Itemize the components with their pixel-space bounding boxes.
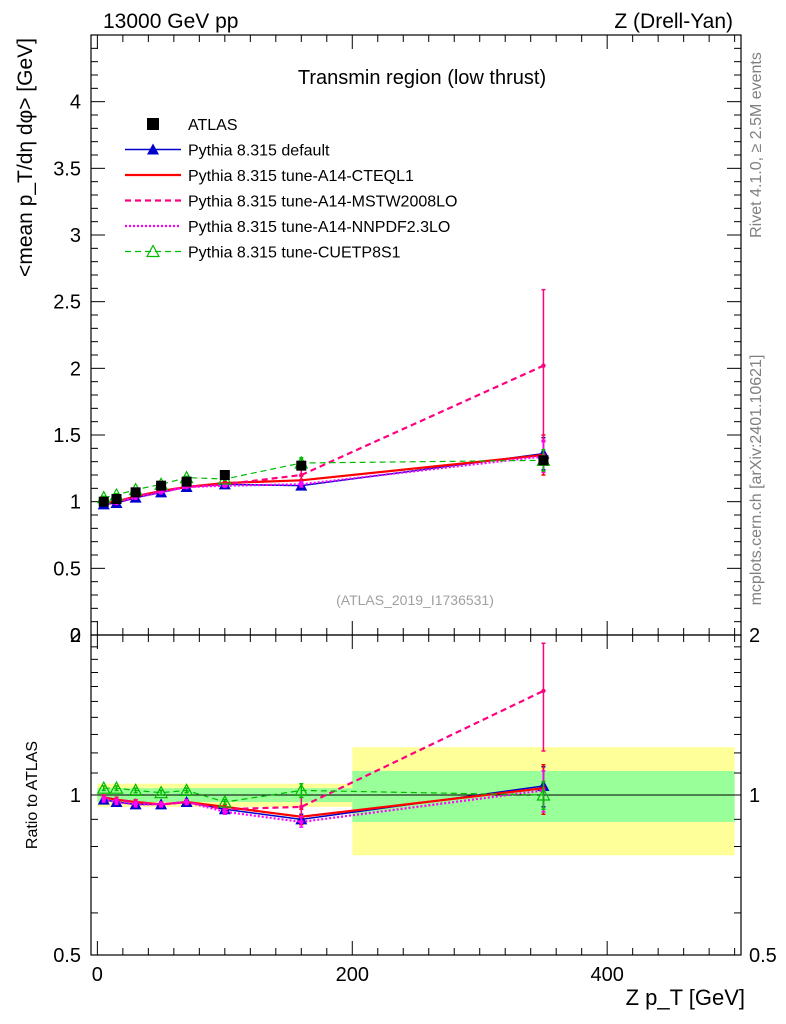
- ratio-y-tick-label-left: 0.5: [53, 945, 81, 967]
- ratio-point-mstw: [541, 688, 546, 694]
- main-point-atlas: [219, 470, 230, 480]
- legend-marker-default: [147, 143, 159, 155]
- legend-label-atlas: ATLAS: [188, 117, 238, 134]
- main-point-atlas: [538, 455, 549, 466]
- main-panel: 0 0.5 1 1.5 2 2.5 3 3.5 4: [53, 34, 742, 647]
- main-point-atlas: [98, 496, 109, 507]
- ratio-point-nnpdf: [114, 799, 119, 805]
- ratio-point-nnpdf: [101, 797, 106, 802]
- legend-marker-atlas: [147, 118, 159, 130]
- ratio-point-nnpdf: [133, 802, 138, 807]
- legend-label-cteql1: Pythia 8.315 tune-A14-CTEQL1: [188, 168, 414, 185]
- y-tick-label: 1: [70, 492, 81, 514]
- ratio-point-nnpdf: [222, 809, 228, 814]
- ratio-y-tick-label-left: 1: [70, 785, 81, 807]
- ratio-y-tick-label-right: 2: [749, 625, 760, 647]
- x-axis-label: Z p_T [GeV]: [626, 985, 745, 1010]
- ratio-point-cuetp8s1: [179, 783, 194, 797]
- legend-label-cuetp8s1: Pythia 8.315 tune-CUETP8S1: [188, 245, 401, 262]
- main-point-atlas: [156, 480, 167, 491]
- ratio-point-nnpdf: [299, 819, 304, 825]
- ratio-line-nnpdf: [103, 789, 544, 824]
- main-point-atlas: [130, 487, 141, 498]
- ratio-point-nnpdf: [158, 802, 164, 807]
- legend-label-nnpdf: Pythia 8.315 tune-A14-NNPDF2.3LO: [188, 219, 450, 236]
- rivet-label: Rivet 4.1.0, ≥ 2.5M events: [748, 52, 765, 238]
- ratio-point-cuetp8s1: [96, 780, 111, 794]
- y-tick-label: 0.5: [53, 558, 81, 580]
- ratio-point-cuetp8s1: [217, 794, 232, 808]
- y-tick-label: 2.5: [53, 292, 81, 314]
- main-point-nnpdf: [299, 482, 304, 487]
- main-title: Transmin region (low thrust): [298, 67, 546, 89]
- header-left: 13000 GeV pp: [103, 10, 238, 33]
- main-line-nnpdf: [103, 455, 544, 506]
- ratio-y-tick-label-right: 1: [749, 785, 760, 807]
- main-point-atlas: [296, 460, 307, 471]
- ratio-point-nnpdf: [184, 799, 189, 805]
- y-tick-label: 3.5: [53, 158, 81, 180]
- main-ylabel: <mean p_T/dη dφ> [GeV]: [14, 38, 37, 277]
- ratio-y-tick-label-left: 2: [70, 625, 81, 647]
- ratio-y-tick-label-right: 0.5: [749, 945, 777, 967]
- main-point-mstw: [541, 363, 546, 368]
- legend-label-mstw: Pythia 8.315 tune-A14-MSTW2008LO: [188, 194, 457, 211]
- main-line-cuetp8s1: [103, 459, 544, 499]
- y-tick-label: 0: [70, 625, 81, 647]
- y-tick-label: 3: [70, 225, 81, 247]
- watermark: (ATLAS_2019_I1736531): [336, 592, 494, 608]
- main-point-nnpdf: [158, 490, 164, 495]
- main-point-atlas: [181, 476, 192, 487]
- header-right: Z (Drell-Yan): [614, 10, 733, 33]
- ratio-point-mstw: [299, 804, 304, 810]
- legend-marker-cuetp8s1: [145, 244, 161, 258]
- main-point-mstw: [299, 472, 304, 478]
- ratio-point-cuetp8s1: [109, 780, 124, 794]
- ratio-point-cuetp8s1: [128, 783, 143, 797]
- main-point-atlas: [111, 494, 122, 504]
- y-tick-label: 2: [70, 358, 81, 380]
- x-tick-label: 400: [590, 964, 623, 986]
- ratio-ylabel: Ratio to ATLAS: [24, 741, 41, 849]
- legend-label-default: Pythia 8.315 default: [188, 143, 330, 160]
- main-line-mstw: [103, 364, 544, 505]
- mcplots-label: mcplots.cern.ch [arXiv:2401.10621]: [748, 355, 765, 606]
- x-tick-label: 200: [336, 964, 369, 986]
- ratio-line-mstw: [103, 689, 544, 811]
- ratio-point-cuetp8s1: [536, 787, 551, 801]
- y-tick-label: 4: [70, 92, 81, 114]
- ratio-panel: 0 200 400 0.5 0.5 1 1 2 2: [53, 625, 777, 986]
- ratio-point-cuetp8s1: [154, 785, 169, 799]
- legend: ATLAS Pythia 8.315 default Pythia 8.315 tu…: [125, 117, 457, 262]
- x-tick-label: 0: [92, 964, 103, 986]
- ratio-point-cuetp8s1: [294, 783, 309, 797]
- y-tick-label: 1.5: [53, 425, 81, 447]
